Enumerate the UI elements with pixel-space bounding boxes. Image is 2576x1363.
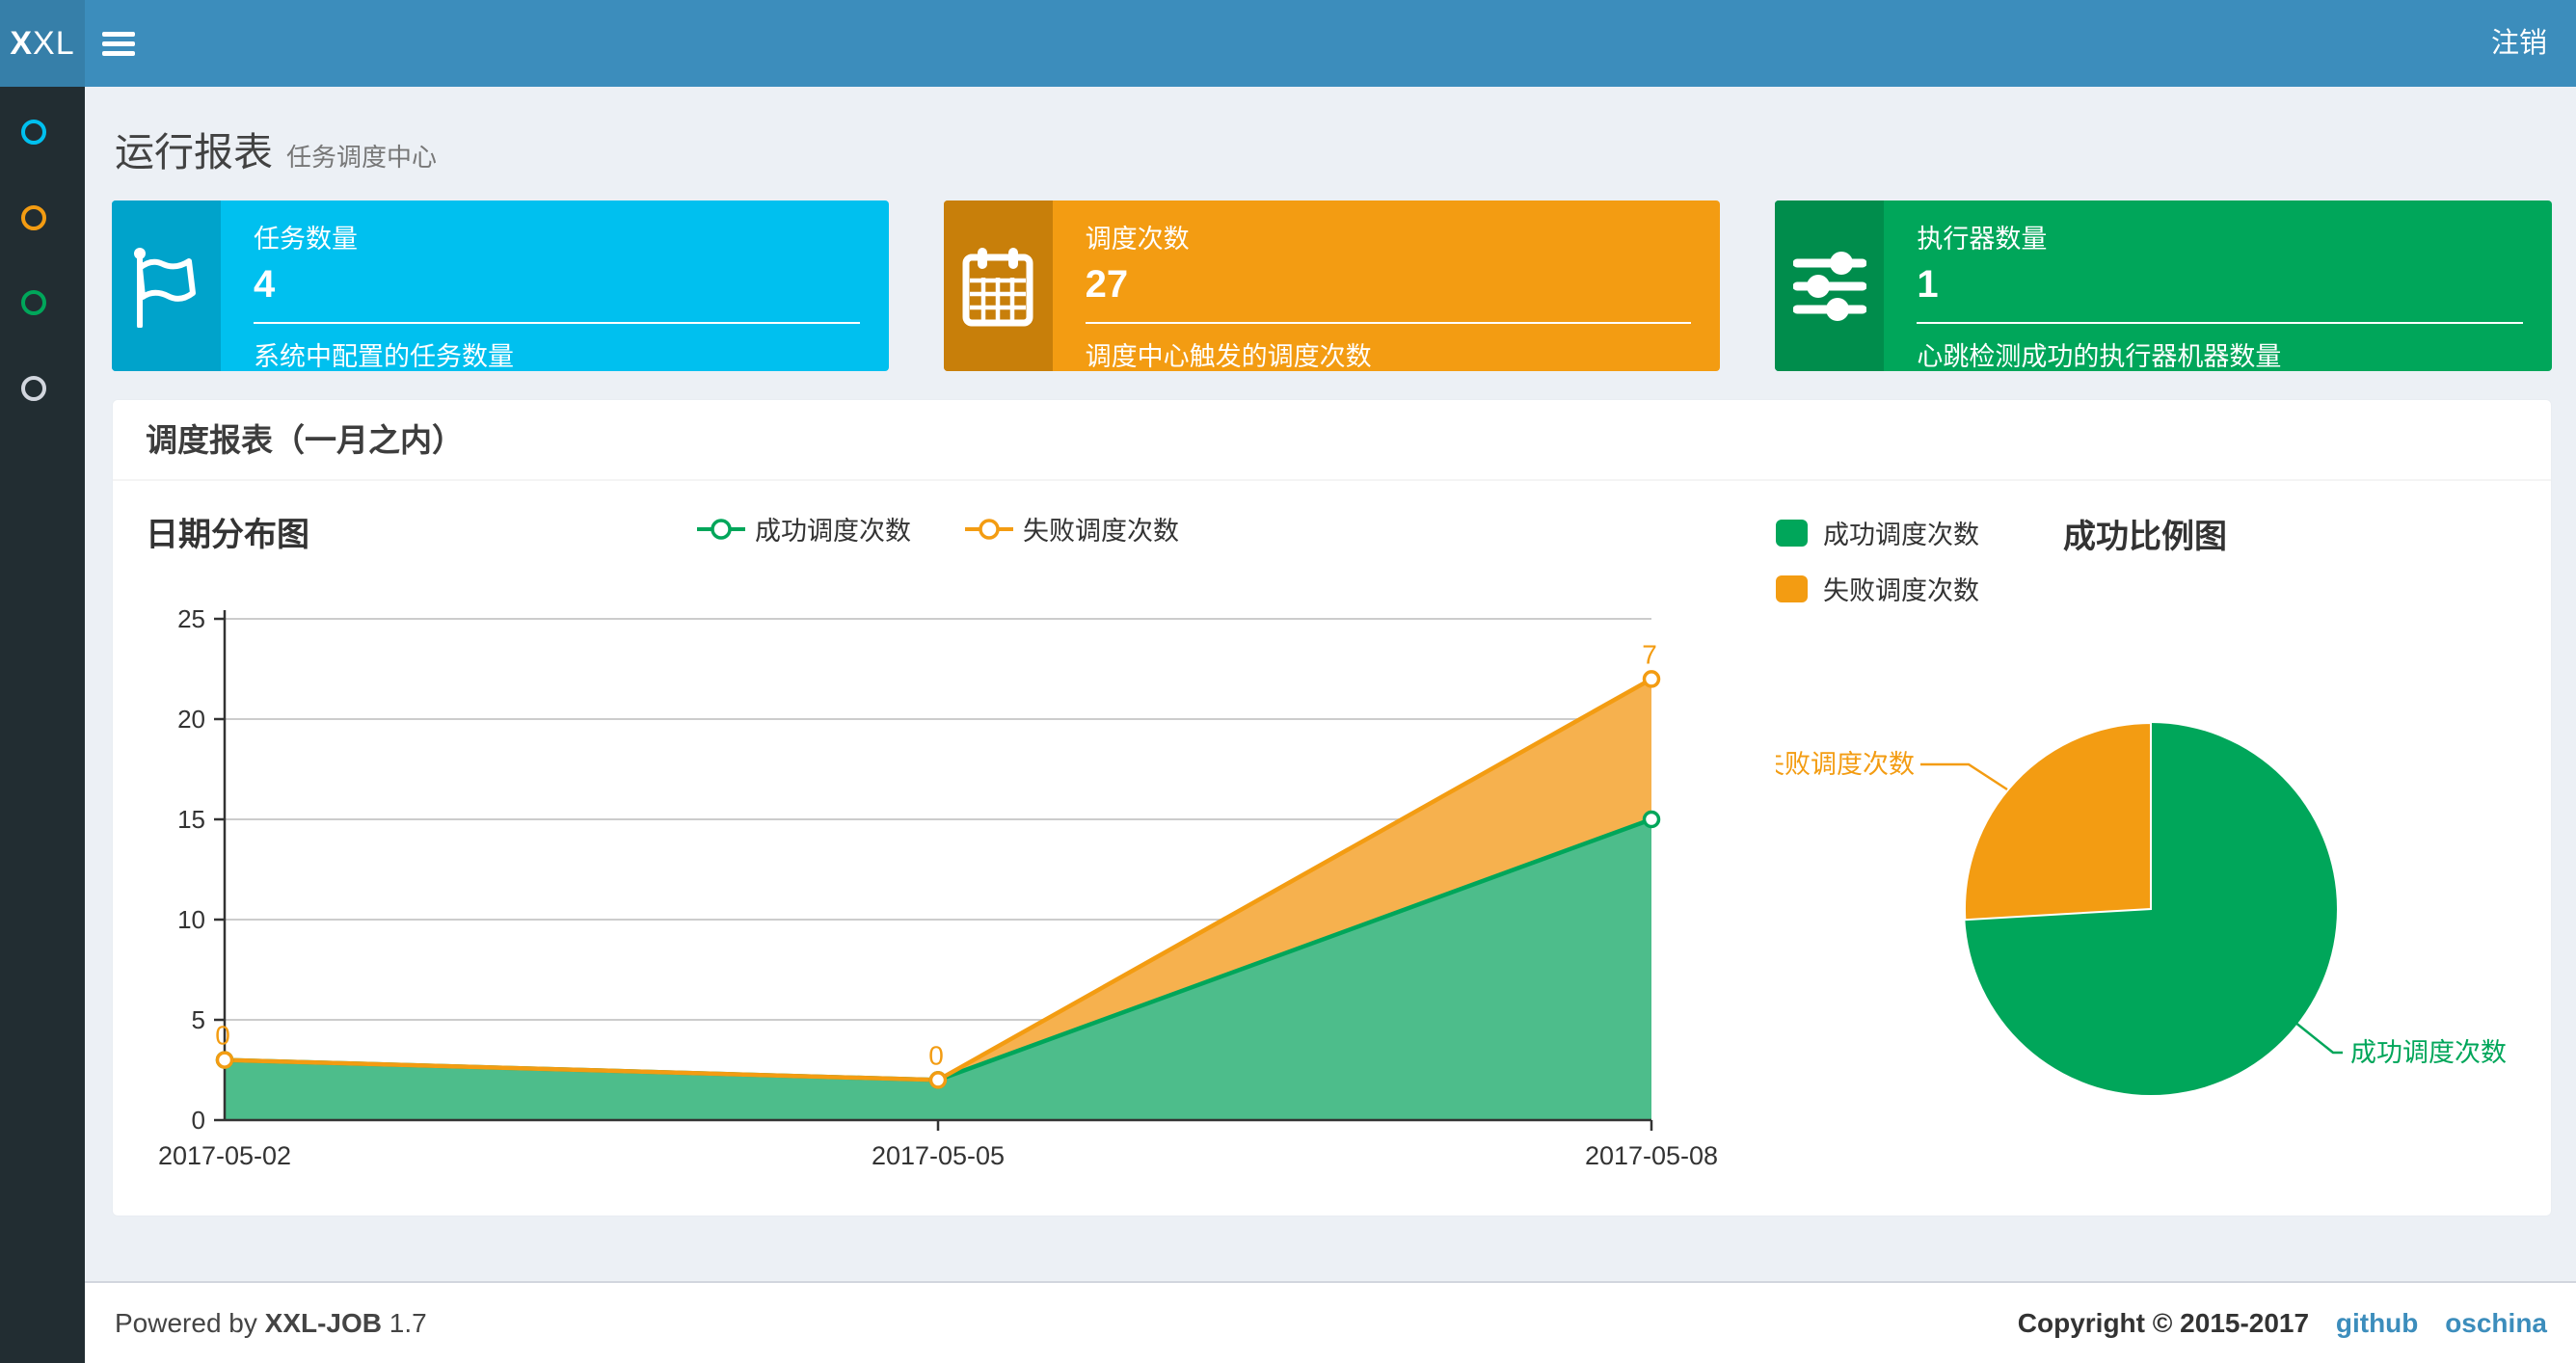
circle-icon (21, 204, 46, 230)
legend-label: 成功调度次数 (755, 517, 911, 546)
pie-legend-item-失败调度次数[interactable]: 失败调度次数 (1776, 570, 1979, 607)
legend-label: 成功调度次数 (1823, 521, 1979, 549)
line-chart-title: 日期分布图 (146, 517, 309, 553)
panel-body: 日期分布图 成功调度次数 失败调度次数 0 5 10 15 20 25 2017-05-02… (113, 481, 2551, 1214)
card-description: 系统中配置的任务数量 (254, 342, 514, 371)
sliders-icon (1775, 200, 1885, 371)
left-sidebar (0, 87, 85, 1363)
flag-icon (112, 200, 221, 371)
legend-label: 失败调度次数 (1023, 517, 1179, 546)
calendar-icon (943, 200, 1053, 371)
legend-swatch-icon (1776, 575, 1808, 602)
github-link[interactable]: github (2335, 1308, 2419, 1338)
page-footer: Powered by XXL-JOB 1.7 Copyright © 2015-… (85, 1281, 2576, 1363)
legend-item-成功调度次数[interactable]: 成功调度次数 (697, 510, 911, 548)
svg-text:0: 0 (215, 1021, 230, 1051)
pie-chart: 失败调度次数成功调度次数 (1758, 481, 2553, 1218)
card-label: 执行器数量 (1917, 225, 2048, 254)
powered-by-text: Powered by XXL-JOB 1.7 (115, 1308, 427, 1338)
hamburger-icon (102, 27, 135, 61)
product-name: XXL-JOB (264, 1308, 383, 1338)
card-value: 27 (1085, 263, 1129, 306)
svg-text:25: 25 (177, 604, 205, 633)
svg-text:15: 15 (177, 805, 205, 834)
card-label: 任务数量 (254, 225, 358, 254)
legend-swatch-icon (1776, 519, 1808, 547)
svg-text:失败调度次数: 失败调度次数 (1776, 750, 1915, 779)
app-logo[interactable]: XXL (0, 0, 85, 87)
svg-text:2017-05-02: 2017-05-02 (158, 1141, 291, 1170)
pie-chart-block: 失败调度次数成功调度次数 成功调度次数 失败调度次数 成功比例图 (1758, 481, 2553, 1214)
svg-text:2017-05-05: 2017-05-05 (872, 1141, 1005, 1170)
card-value: 4 (254, 263, 276, 306)
stat-card-3: 执行器数量 1 心跳检测成功的执行器机器数量 (1775, 200, 2553, 371)
stat-card-1: 任务数量 4 系统中配置的任务数量 (112, 200, 889, 371)
card-divider (254, 322, 860, 324)
stat-card-2: 调度次数 27 调度中心触发的调度次数 (943, 200, 1721, 371)
stat-cards-row: 任务数量 4 系统中配置的任务数量 调度次数 27 调度中心触发的调度次数 执行… (112, 200, 2553, 371)
circle-icon (21, 375, 46, 401)
legend-label: 失败调度次数 (1823, 576, 1979, 605)
sidebar-menu-item-3[interactable] (21, 290, 106, 333)
sidebar-toggle-button[interactable] (85, 0, 152, 87)
sidebar-menu-item-4[interactable] (21, 375, 106, 418)
report-panel: 调度报表（一月之内） 日期分布图 成功调度次数 失败调度次数 0 5 10 15 20 2… (112, 399, 2552, 1216)
pie-chart-legend: 成功调度次数 失败调度次数 (1776, 514, 1979, 607)
page-subtitle: 任务调度中心 (286, 143, 438, 172)
card-divider (1085, 322, 1692, 324)
svg-text:10: 10 (177, 905, 205, 934)
svg-text:0: 0 (192, 1106, 205, 1135)
line-series-marker-icon (697, 518, 745, 540)
svg-text:20: 20 (177, 705, 205, 734)
panel-title: 调度报表（一月之内） (113, 400, 2551, 481)
svg-text:0: 0 (928, 1040, 944, 1070)
card-description: 调度中心触发的调度次数 (1085, 342, 1372, 371)
page-title: 运行报表 (115, 130, 273, 174)
sidebar-menu-item-2[interactable] (21, 204, 106, 248)
legend-item-失败调度次数[interactable]: 失败调度次数 (965, 510, 1179, 548)
logout-link[interactable]: 注销 (2490, 28, 2547, 59)
top-navbar: XXL 注销 (0, 0, 2576, 87)
pie-legend-item-成功调度次数[interactable]: 成功调度次数 (1776, 514, 1979, 551)
card-value: 1 (1917, 263, 1939, 306)
pie-chart-title: 成功比例图 (2063, 519, 2227, 555)
content-header: 运行报表 任务调度中心 (85, 87, 2576, 200)
card-label: 调度次数 (1085, 225, 1190, 254)
line-chart-legend: 成功调度次数 失败调度次数 (225, 510, 1651, 548)
card-divider (1917, 322, 2524, 324)
oschina-link[interactable]: oschina (2445, 1308, 2547, 1338)
svg-text:2017-05-08: 2017-05-08 (1585, 1141, 1718, 1170)
circle-icon (21, 290, 46, 315)
product-version: 1.7 (389, 1308, 427, 1338)
copyright-text: Copyright © 2015-2017 github oschina (2017, 1308, 2547, 1338)
line-series-marker-icon (965, 518, 1013, 540)
card-description: 心跳检测成功的执行器机器数量 (1917, 342, 2282, 371)
line-chart: 0 5 10 15 20 25 2017-05-02 2017-05-05 2017-05-08… (113, 595, 1771, 1216)
svg-text:7: 7 (1642, 639, 1657, 669)
circle-icon (21, 120, 46, 145)
svg-text:成功调度次数: 成功调度次数 (2350, 1038, 2507, 1067)
sidebar-menu-item-1[interactable] (21, 120, 106, 162)
svg-text:5: 5 (192, 1005, 205, 1034)
